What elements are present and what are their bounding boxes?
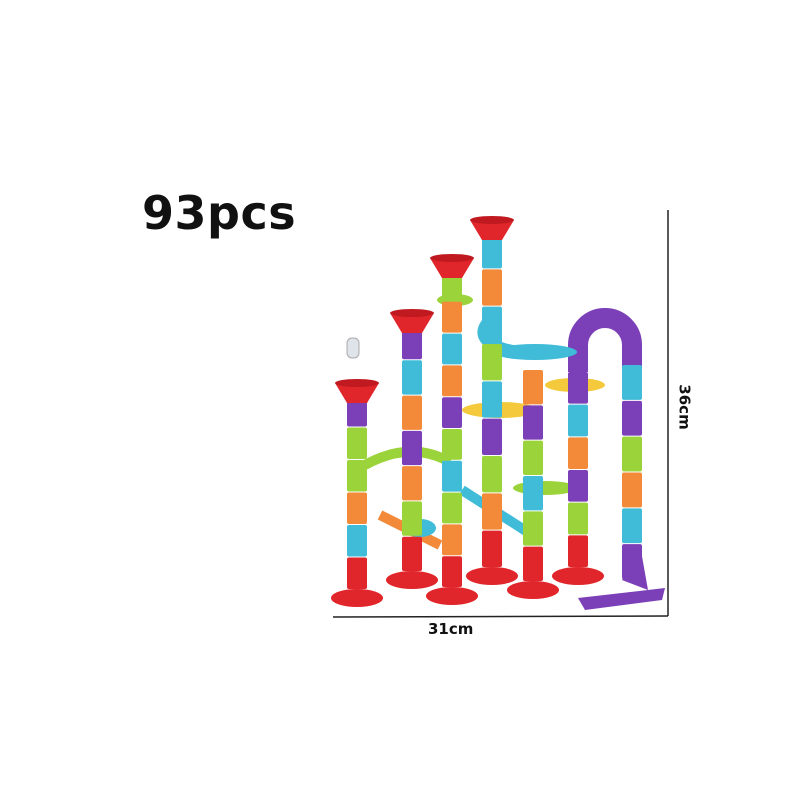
tube-segment: [442, 556, 462, 587]
tube-segment: [482, 530, 502, 567]
tube-segment: [442, 524, 462, 556]
tube-segment: [568, 470, 588, 502]
piece-count-label: 93pcs: [142, 186, 297, 240]
tube-segment: [482, 269, 502, 306]
tube-segment: [482, 232, 502, 269]
tube-segment: [347, 460, 367, 492]
tube-segment: [442, 492, 462, 524]
tube-segment: [402, 430, 422, 466]
tube-segment: [482, 456, 502, 493]
tube-segment: [568, 404, 588, 437]
tube-segment: [523, 476, 543, 511]
red-funnel: [335, 383, 379, 403]
tube-segment: [568, 372, 588, 404]
purple-arch-track: [568, 308, 642, 372]
green-spiral-tray: [513, 481, 577, 495]
tube-segment: [622, 508, 642, 544]
tube-segment: [442, 429, 462, 460]
tube-segment: [402, 536, 422, 571]
red-base: [552, 567, 604, 585]
red-base: [331, 589, 383, 607]
purple-base: [578, 588, 665, 610]
tube-segment: [482, 418, 502, 455]
tube-segment: [482, 493, 502, 530]
funnel-rim: [430, 254, 474, 262]
tube-segment: [482, 344, 502, 381]
red-base: [507, 581, 559, 599]
marble-run-toy: [331, 216, 665, 610]
tube-segment: [347, 427, 367, 459]
funnel-rim: [335, 379, 379, 387]
tube-segment: [402, 395, 422, 430]
tube-segment: [622, 365, 642, 400]
tube-segment: [568, 437, 588, 469]
tube-segment: [523, 405, 543, 440]
tube-segment: [622, 400, 642, 436]
tube-segment: [622, 436, 642, 472]
tube-segment: [568, 535, 588, 567]
tube-segment: [482, 306, 502, 343]
tube-segment: [442, 301, 462, 333]
width-label: 31cm: [428, 620, 474, 638]
marble-capsule: [346, 337, 360, 359]
tube-segment: [442, 397, 462, 428]
width-dimension-line: [332, 615, 669, 618]
tube-segment: [402, 360, 422, 395]
height-label: 36cm: [675, 384, 694, 430]
funnel-rim: [470, 216, 514, 224]
tube-segment: [402, 466, 422, 501]
purple-support: [622, 545, 648, 590]
tube-segment: [622, 472, 642, 508]
red-funnel: [470, 220, 514, 240]
red-funnel: [390, 313, 434, 333]
red-funnel: [430, 258, 474, 278]
red-base: [466, 567, 518, 585]
red-base: [426, 587, 478, 605]
tube-segment: [347, 557, 367, 589]
tube-segment: [523, 546, 543, 581]
tube-segment: [347, 525, 367, 557]
tube-segment: [482, 381, 502, 418]
red-base: [386, 571, 438, 589]
tube-segment: [442, 365, 462, 397]
tube-segment: [442, 460, 462, 492]
tube-segment: [347, 492, 367, 524]
tube-segment: [523, 440, 543, 475]
tube-segment: [402, 325, 422, 360]
tube-segment: [523, 370, 543, 405]
funnel-rim: [390, 309, 434, 317]
tube-segment: [568, 502, 588, 535]
tube-segment: [442, 333, 462, 365]
tube-segment: [523, 511, 543, 546]
tube-segment: [402, 501, 422, 536]
